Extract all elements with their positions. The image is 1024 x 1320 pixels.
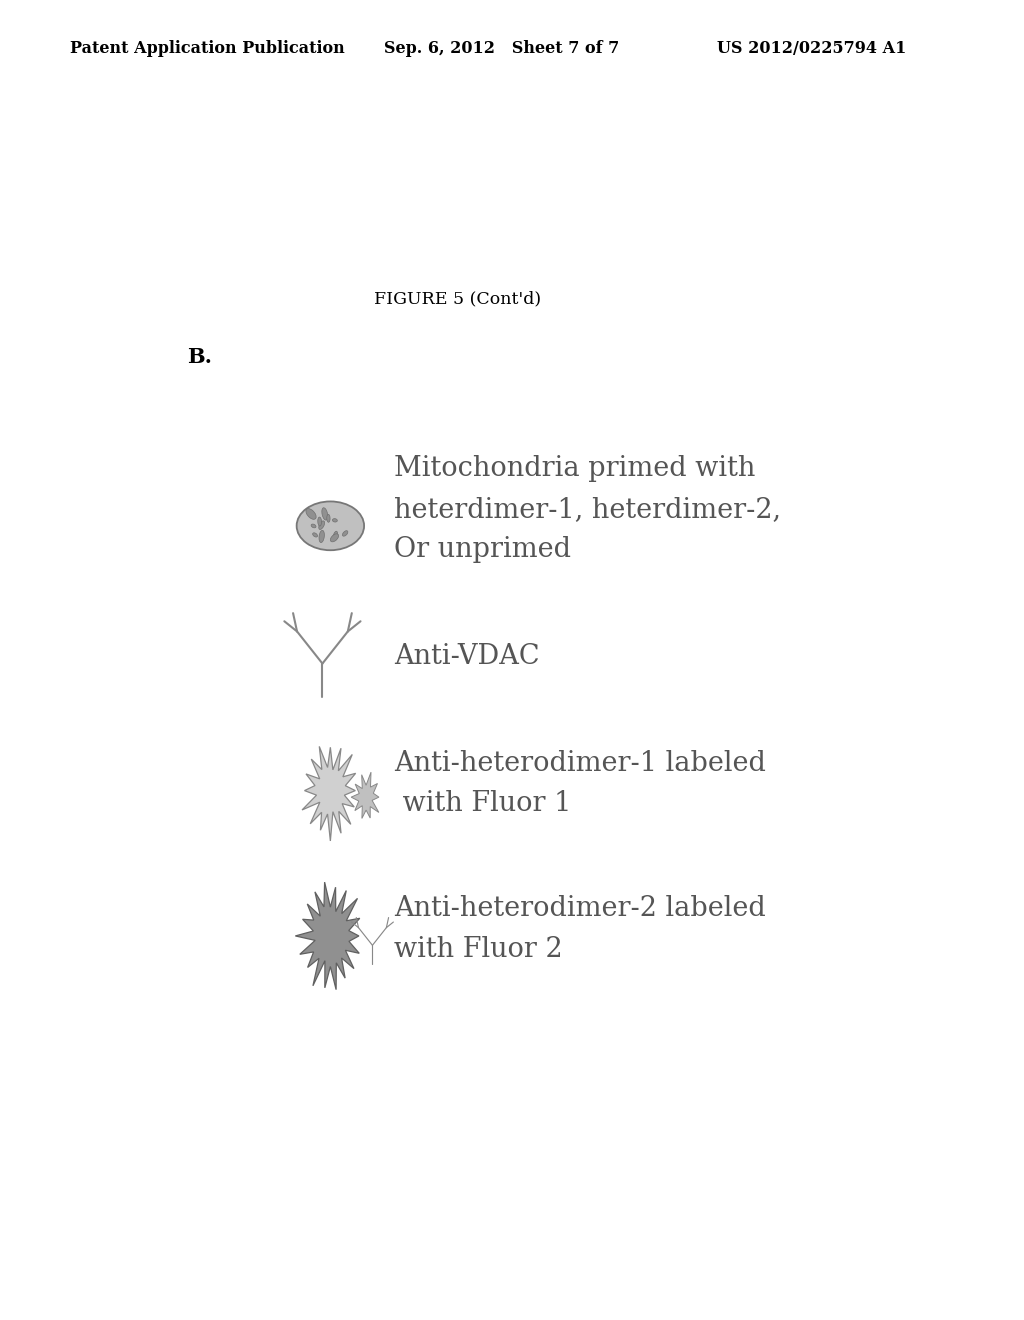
Ellipse shape <box>319 531 325 543</box>
Ellipse shape <box>342 531 348 536</box>
Text: Or unprimed: Or unprimed <box>394 536 570 564</box>
Text: Patent Application Publication: Patent Application Publication <box>70 41 344 57</box>
Text: FIGURE 5 (Cont'd): FIGURE 5 (Cont'd) <box>374 290 541 308</box>
Text: Anti-heterodimer-2 labeled: Anti-heterodimer-2 labeled <box>394 895 766 921</box>
Text: US 2012/0225794 A1: US 2012/0225794 A1 <box>717 41 906 57</box>
Text: with Fluor 1: with Fluor 1 <box>394 791 571 817</box>
Text: Anti-VDAC: Anti-VDAC <box>394 643 540 671</box>
Ellipse shape <box>317 517 322 525</box>
Ellipse shape <box>327 515 330 523</box>
Ellipse shape <box>311 524 316 528</box>
Text: B.: B. <box>187 347 213 367</box>
Polygon shape <box>302 746 355 841</box>
Ellipse shape <box>318 521 325 529</box>
Polygon shape <box>295 882 359 990</box>
Text: heterdimer-1, heterdimer-2,: heterdimer-1, heterdimer-2, <box>394 495 781 523</box>
Ellipse shape <box>331 533 339 541</box>
Ellipse shape <box>333 531 338 540</box>
Ellipse shape <box>306 508 316 519</box>
Polygon shape <box>351 772 379 818</box>
Ellipse shape <box>322 508 328 520</box>
Ellipse shape <box>333 519 337 521</box>
Ellipse shape <box>312 533 317 537</box>
Text: Sep. 6, 2012   Sheet 7 of 7: Sep. 6, 2012 Sheet 7 of 7 <box>384 41 620 57</box>
Text: with Fluor 2: with Fluor 2 <box>394 936 562 962</box>
Text: Mitochondria primed with: Mitochondria primed with <box>394 455 756 482</box>
Ellipse shape <box>297 502 365 550</box>
Text: Anti-heterodimer-1 labeled: Anti-heterodimer-1 labeled <box>394 750 766 776</box>
